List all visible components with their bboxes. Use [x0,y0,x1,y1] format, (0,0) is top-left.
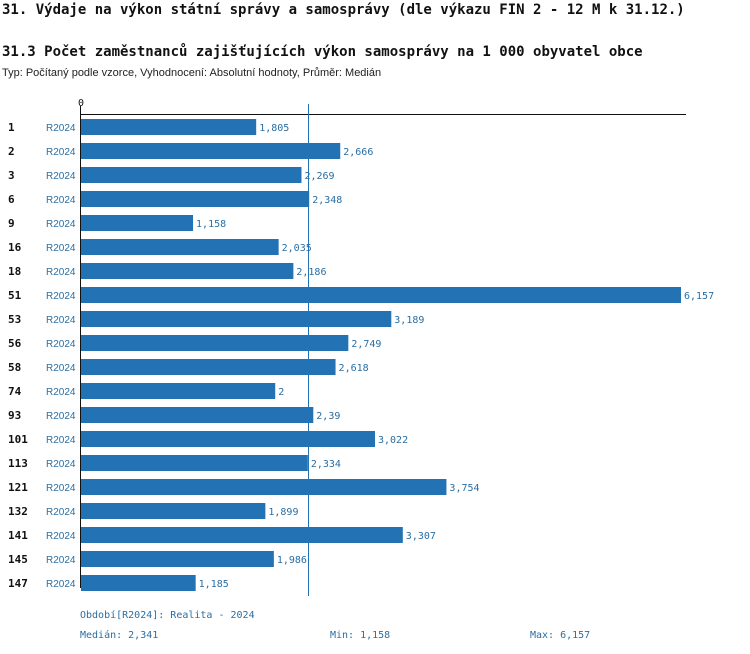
value-label: 2,269 [304,171,334,182]
bar [81,335,349,351]
bar [81,383,276,399]
series-label: R2024 [46,123,76,134]
series-label: R2024 [46,171,76,182]
series-label: R2024 [46,435,76,446]
value-label: 1,986 [277,555,307,566]
value-label: 2,186 [296,267,326,278]
series-label: R2024 [46,459,76,470]
bar [81,239,279,255]
series-label: R2024 [46,339,76,350]
bar [81,119,257,135]
category-label: 93 [8,409,21,422]
bar [81,263,294,279]
value-label: 2,749 [351,339,381,350]
series-label: R2024 [46,387,76,398]
category-label: 121 [8,481,28,494]
value-label: 3,022 [378,435,408,446]
category-label: 113 [8,457,28,470]
series-label: R2024 [46,507,76,518]
series-label: R2024 [46,243,76,254]
value-label: 1,805 [259,123,289,134]
bar [81,575,196,591]
series-label: R2024 [46,267,76,278]
bar [81,479,447,495]
bar [81,287,681,303]
bar [81,503,266,519]
bar [81,455,308,471]
footer-min: Min: 1,158 [330,630,391,641]
value-label: 1,185 [199,579,229,590]
series-label: R2024 [46,291,76,302]
axis-zero-label: 0 [78,98,84,109]
category-label: 53 [8,313,21,326]
value-label: 2,618 [339,363,369,374]
category-label: 16 [8,241,22,254]
series-label: R2024 [46,315,76,326]
bar [81,215,194,231]
series-label: R2024 [46,531,76,542]
category-label: 6 [8,193,15,206]
category-label: 74 [8,385,22,398]
category-label: 56 [8,337,22,350]
category-label: 2 [8,145,15,158]
category-label: 147 [8,577,28,590]
category-label: 58 [8,361,21,374]
series-label: R2024 [46,219,76,230]
value-label: 2,035 [282,243,312,254]
category-label: 145 [8,553,28,566]
type-description: Typ: Počítaný podle vzorce, Vyhodnocení:… [2,67,382,79]
value-label: 2,334 [311,459,341,470]
series-label: R2024 [46,411,76,422]
value-label: 6,157 [684,291,714,302]
bar [81,191,310,207]
category-label: 1 [8,121,15,134]
bar [81,527,403,543]
bar [81,311,392,327]
bar [81,167,302,183]
category-label: 101 [8,433,28,446]
series-label: R2024 [46,483,76,494]
value-label: 2,348 [312,195,342,206]
value-label: 1,158 [196,219,226,230]
series-label: R2024 [46,555,76,566]
page-title: 31. Výdaje na výkon státní správy a samo… [2,2,685,18]
series-label: R2024 [46,363,76,374]
category-label: 9 [8,217,15,230]
footer-max: Max: 6,157 [530,630,591,641]
bar [81,407,314,423]
value-label: 2,666 [343,147,373,158]
value-label: 3,754 [449,483,479,494]
category-label: 141 [8,529,28,542]
series-label: R2024 [46,195,76,206]
category-label: 132 [8,505,28,518]
value-label: 2,39 [316,411,340,422]
category-label: 18 [8,265,21,278]
footer-median: Medián: 2,341 [80,630,159,641]
bar [81,551,274,567]
category-label: 3 [8,169,15,182]
value-label: 2 [278,387,284,398]
value-label: 3,189 [394,315,424,326]
value-label: 3,307 [406,531,436,542]
category-label: 51 [8,289,22,302]
bar [81,431,375,447]
series-label: R2024 [46,147,76,158]
bar [81,143,341,159]
series-label: R2024 [46,579,76,590]
value-label: 1,899 [268,507,298,518]
chart-subtitle: 31.3 Počet zaměstnanců zajišťujících výk… [2,44,643,60]
bar [81,359,336,375]
footer-period: Období[R2024]: Realita - 2024 [80,610,255,621]
